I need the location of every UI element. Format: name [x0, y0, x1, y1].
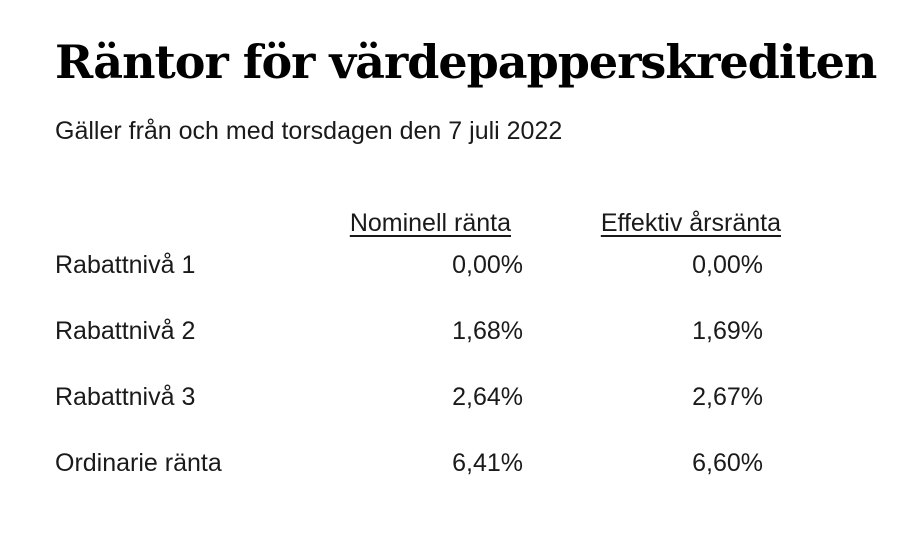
column-header-effective-label: Effektiv årsränta: [600, 209, 781, 237]
effective-value: 2,67%: [692, 383, 763, 411]
column-header-effective: Effektiv årsränta: [523, 210, 781, 236]
row-label: Rabattnivå 2: [55, 317, 196, 345]
column-header-nominal-label: Nominell ränta: [349, 209, 511, 237]
nominal-value: 6,41%: [452, 449, 523, 477]
rates-table-header-row: Nominell ränta Effektiv årsränta: [55, 210, 781, 236]
table-row: Rabattnivå 2 1,68% 1,69%: [55, 278, 781, 344]
page-title: Räntor för värdepapperskrediten: [55, 35, 877, 89]
nominal-value: 2,64%: [452, 383, 523, 411]
effective-date-subtitle: Gäller från och med torsdagen den 7 juli…: [55, 117, 563, 145]
row-label: Rabattnivå 1: [55, 251, 196, 279]
rates-table: Nominell ränta Effektiv årsränta Rabattn…: [55, 210, 781, 476]
column-header-empty: [55, 210, 332, 236]
nominal-value: 0,00%: [452, 251, 523, 279]
nominal-value: 1,68%: [452, 317, 523, 345]
row-label: Rabattnivå 3: [55, 383, 196, 411]
effective-value: 0,00%: [692, 251, 763, 279]
effective-value: 1,69%: [692, 317, 763, 345]
column-header-nominal: Nominell ränta: [332, 210, 523, 236]
row-label: Ordinarie ränta: [55, 449, 222, 477]
effective-value: 6,60%: [692, 449, 763, 477]
table-row: Ordinarie ränta 6,41% 6,60%: [55, 410, 781, 476]
table-row: Rabattnivå 3 2,64% 2,67%: [55, 344, 781, 410]
table-row: Rabattnivå 1 0,00% 0,00%: [55, 236, 781, 278]
